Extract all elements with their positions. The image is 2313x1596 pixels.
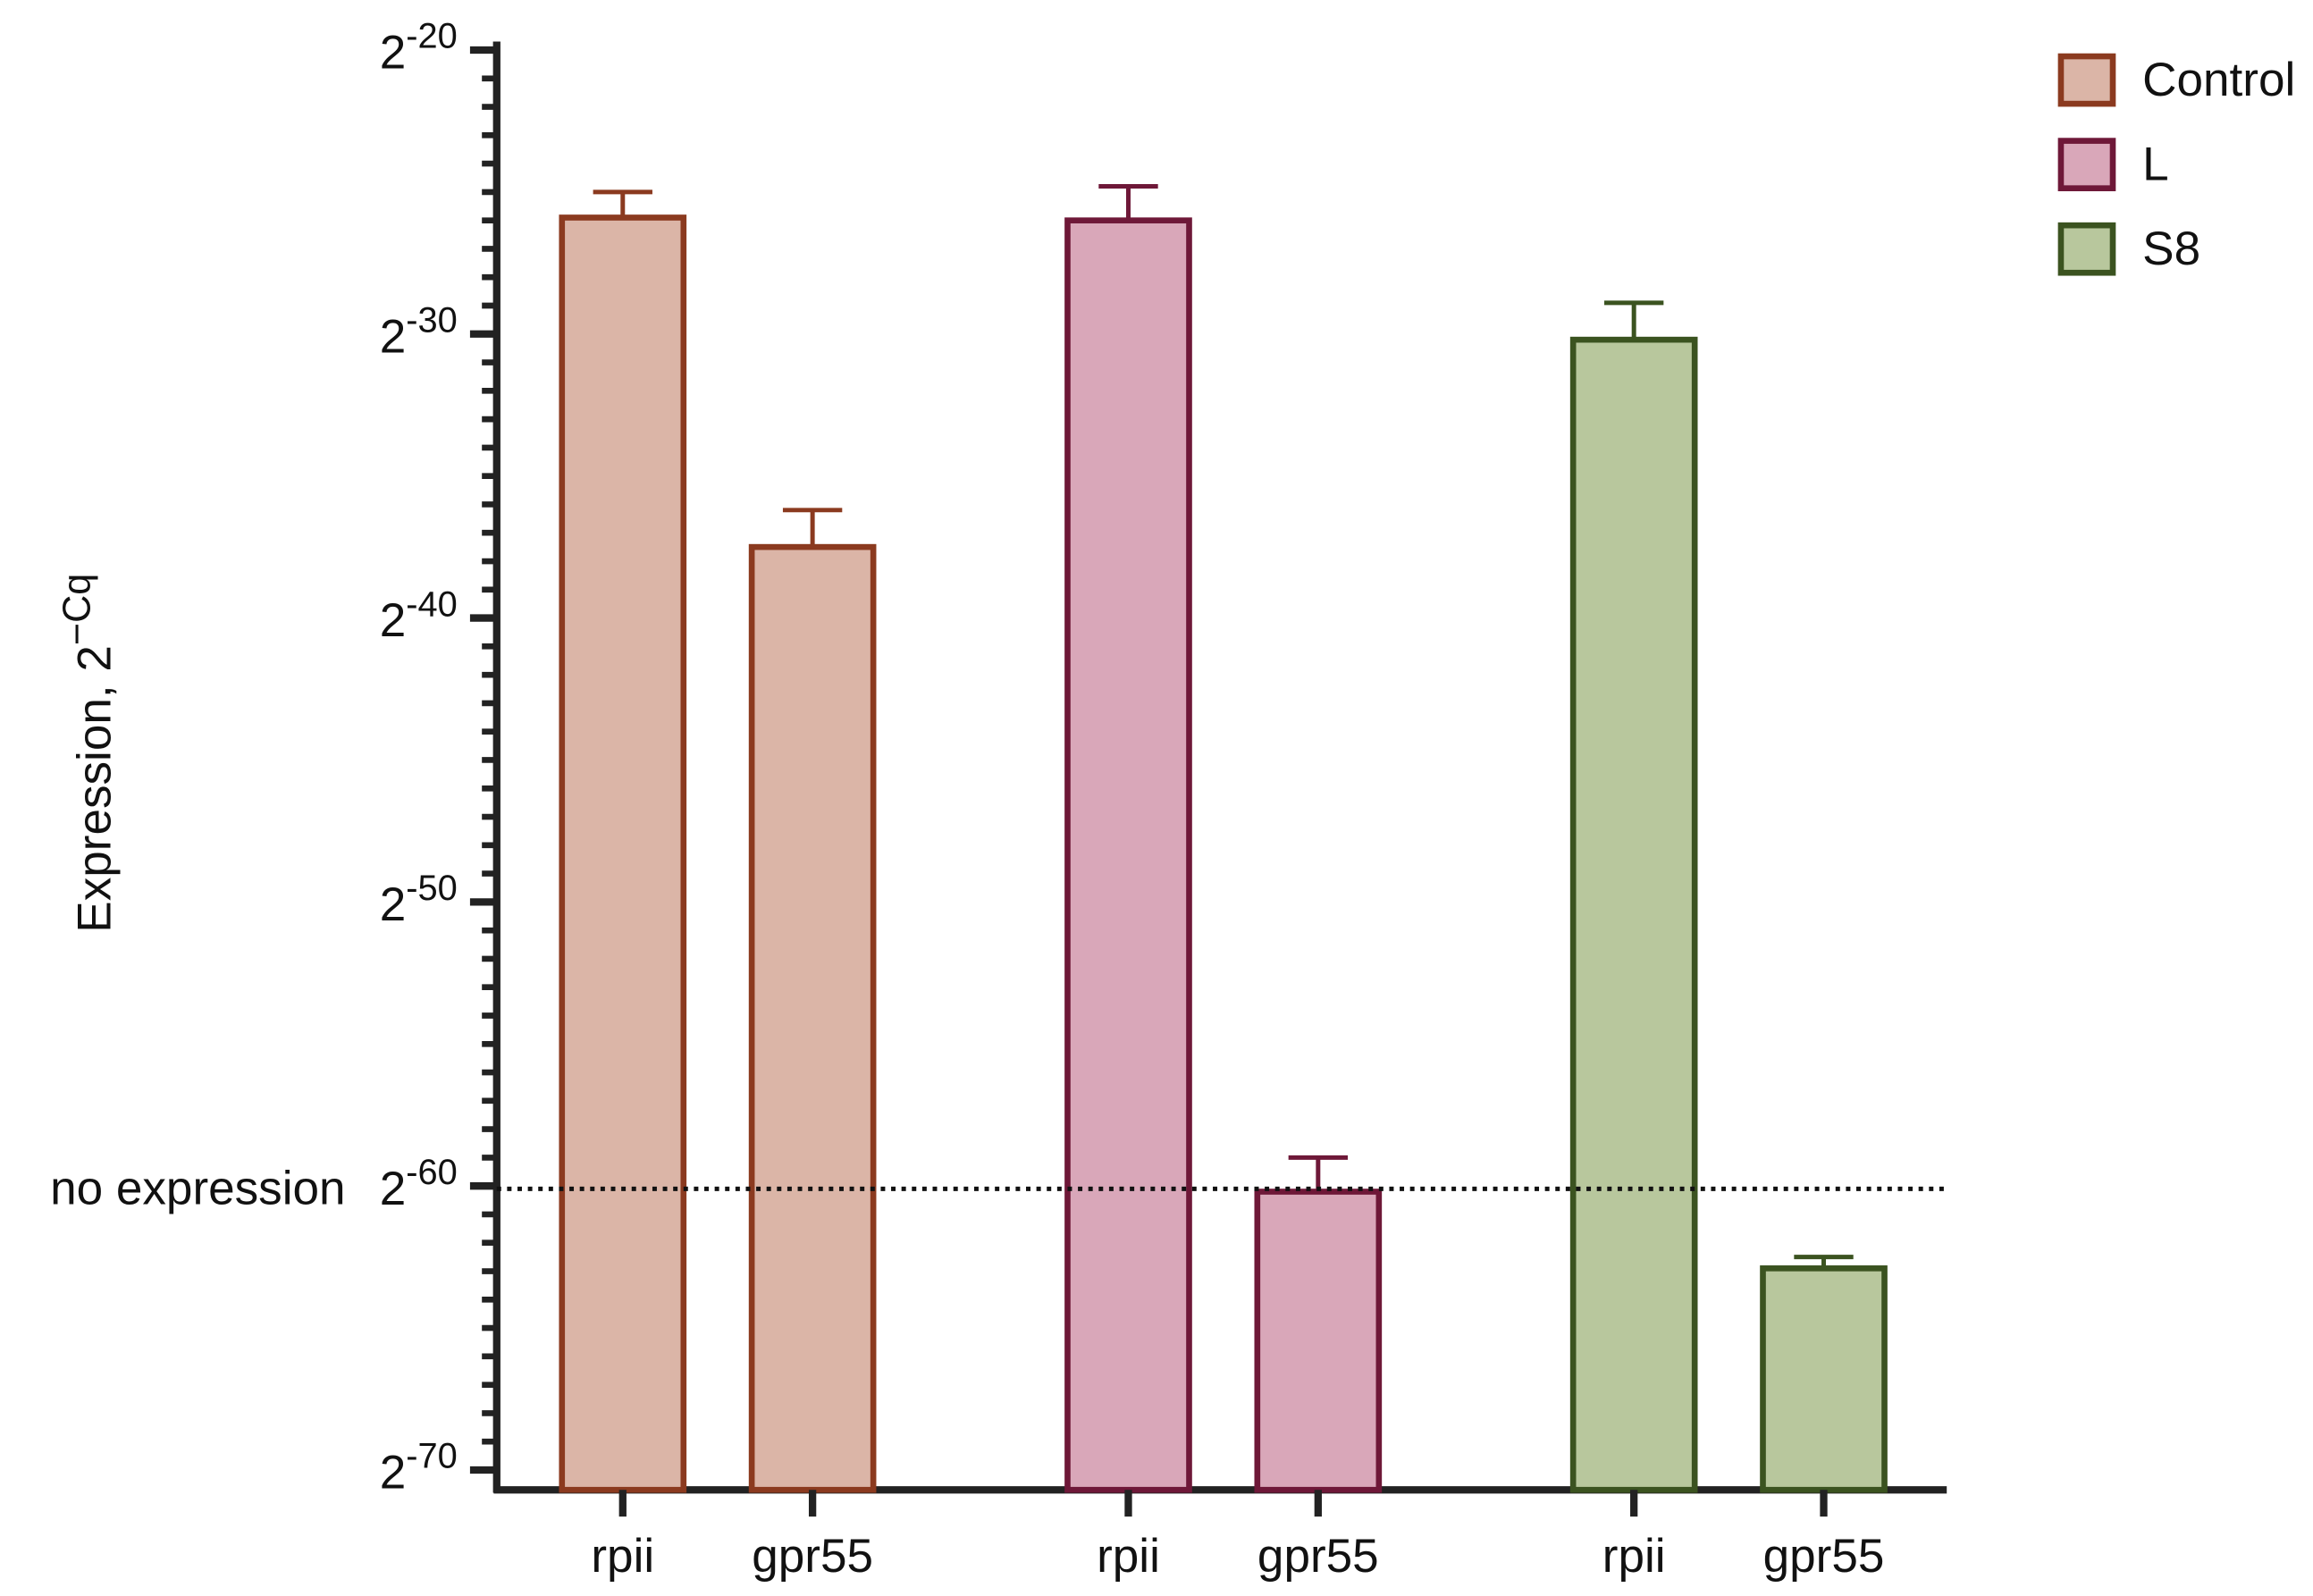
legend-label: L [2142,138,2169,190]
bar [559,214,687,1493]
x-tick-label: gpr55 [1763,1530,1885,1583]
y-axis-label: Expression, 2−Cq [56,574,122,933]
y-tick-label: 2-40 [380,584,458,647]
y-tick-label: 2-70 [380,1436,458,1499]
x-tick-label: gpr55 [1257,1530,1379,1583]
bar [748,543,877,1493]
bar [1254,1189,1383,1493]
legend-label: Control [2142,54,2295,106]
x-tick-label: rpii [591,1530,654,1583]
legend-swatch [2057,222,2116,276]
y-tick-label: 2-20 [380,16,458,79]
legend-swatch [2057,53,2116,107]
x-tick-label: rpii [1097,1530,1160,1583]
x-tick-label: rpii [1602,1530,1666,1583]
reference-label: no expression [50,1163,345,1215]
y-tick-label: 2-50 [380,869,458,931]
bar [1064,217,1192,1493]
y-tick-label: 2-60 [380,1152,458,1214]
legend-label: S8 [2142,223,2200,275]
y-tick-label: 2-30 [380,300,458,363]
bar [1760,1265,1888,1493]
bar [1569,336,1698,1493]
x-tick-label: gpr55 [752,1530,873,1583]
legend-swatch [2057,138,2116,192]
